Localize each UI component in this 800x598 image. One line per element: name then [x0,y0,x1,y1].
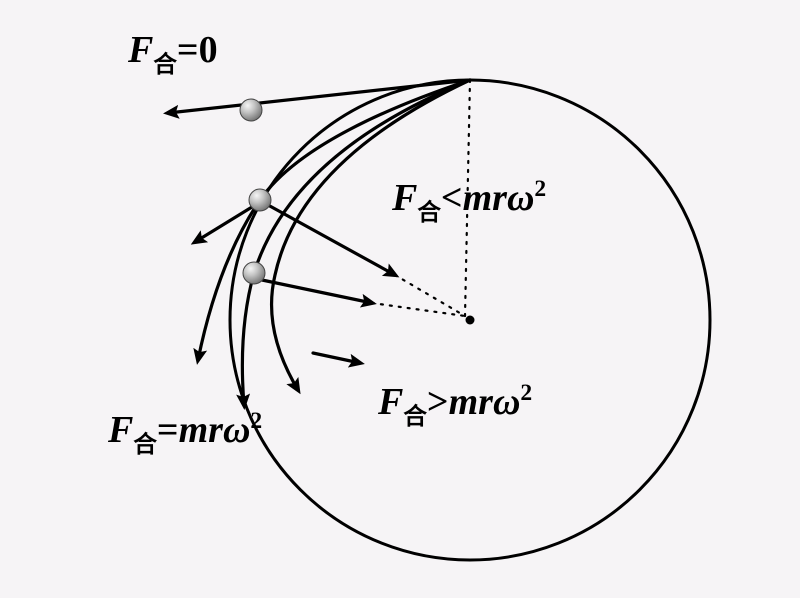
op: < [441,177,463,219]
r: r [478,381,493,423]
diagram-stage: { "canvas": { "w": 800, "h": 598, "bg": … [0,0,800,598]
omega: ω [507,177,534,219]
dot-low [372,303,465,316]
label-lt: F合<mrω2 [392,176,546,220]
eq-trajectory [242,80,470,405]
F-glyph: F [392,177,417,219]
op: > [427,381,449,423]
dot-mid [395,275,465,316]
label-eq: F合=mrω2 [108,408,262,452]
m: m [463,177,493,219]
radial-low [262,280,372,303]
center-dot [466,316,475,325]
sub-he: 合 [133,432,157,458]
sub-he: 合 [403,404,427,430]
F-glyph: F [378,381,403,423]
omega: ω [223,409,250,451]
label-zero: F合=0 [128,28,218,72]
sq: 2 [520,380,532,406]
F-glyph: F [128,29,153,71]
op: = [157,409,179,451]
ball-low [243,262,265,284]
diagram-svg [0,0,800,598]
gt-trajectory [272,80,470,390]
m: m [449,381,479,423]
sub-he: 合 [417,200,441,226]
gt-curve-small-arrow [313,353,360,363]
sq: 2 [250,408,262,434]
rhs: 0 [199,29,218,71]
ball-top [240,99,262,121]
sq: 2 [534,176,546,202]
op: = [177,29,199,71]
sub-he: 合 [153,52,177,78]
ball-mid [249,189,271,211]
label-gt: F合>mrω2 [378,380,532,424]
m: m [179,409,209,451]
r: r [208,409,223,451]
omega: ω [493,381,520,423]
F-glyph: F [108,409,133,451]
r: r [492,177,507,219]
